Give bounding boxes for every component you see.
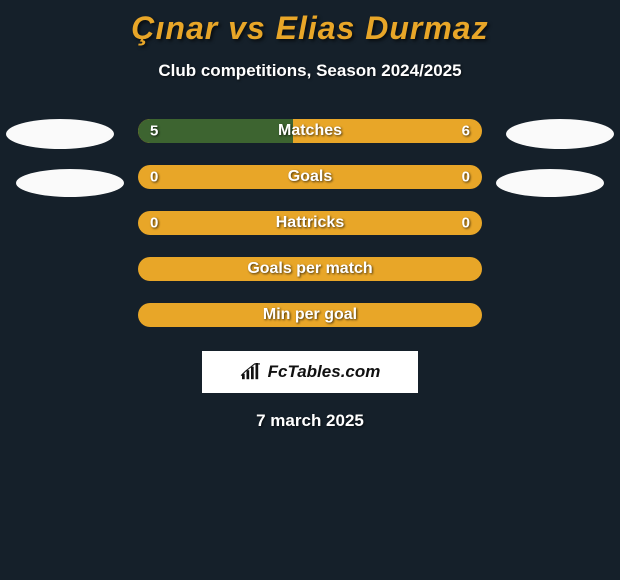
content-area: 56Matches 00Goals 00Hattricks Goals per mat… [0, 119, 620, 339]
player-left-badge-2 [16, 169, 124, 197]
chart-icon [240, 363, 262, 381]
stat-label: Matches [138, 122, 482, 140]
stat-bar: 56Matches [138, 119, 482, 143]
brand-box: FcTables.com [202, 351, 418, 393]
stat-bar: Min per goal [138, 303, 482, 327]
stat-bar: 00Hattricks [138, 211, 482, 235]
player-right-badge-2 [496, 169, 604, 197]
page-title: Çınar vs Elias Durmaz [0, 0, 620, 47]
brand-text: FcTables.com [268, 362, 381, 382]
stat-label: Hattricks [138, 214, 482, 232]
player-left-badge-1 [6, 119, 114, 149]
comparison-card: Çınar vs Elias Durmaz Club competitions,… [0, 0, 620, 580]
date-text: 7 march 2025 [0, 411, 620, 431]
player-right-badge-1 [506, 119, 614, 149]
stat-label: Goals [138, 168, 482, 186]
stat-label: Goals per match [138, 260, 482, 278]
stat-bars: 56Matches 00Goals 00Hattricks Goals per mat… [138, 119, 482, 349]
subtitle: Club competitions, Season 2024/2025 [0, 61, 620, 81]
stat-label: Min per goal [138, 306, 482, 324]
stat-bar: 00Goals [138, 165, 482, 189]
stat-bar: Goals per match [138, 257, 482, 281]
